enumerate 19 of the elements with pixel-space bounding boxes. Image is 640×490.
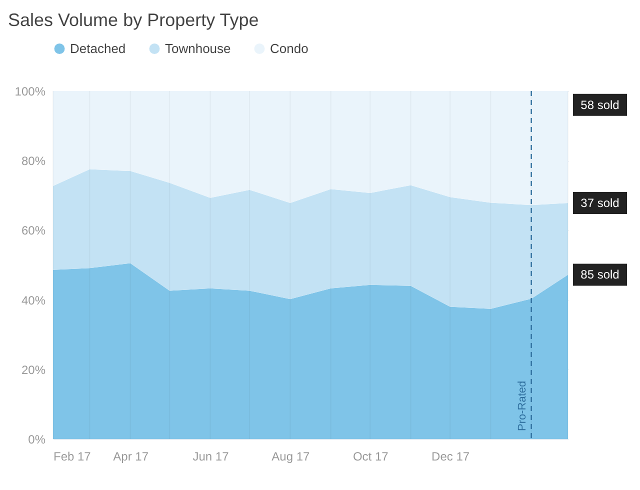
x-tick-label: Dec 17 xyxy=(432,450,470,464)
legend-label: Detached xyxy=(70,40,126,56)
legend-label: Townhouse xyxy=(165,40,231,56)
x-tick-label: Feb 17 xyxy=(54,450,92,464)
x-tick-label: Jun 17 xyxy=(192,450,230,464)
y-tick-label: 100% xyxy=(14,84,46,98)
x-tick-label: Apr 17 xyxy=(113,450,149,464)
x-tick-label: Aug 17 xyxy=(272,450,310,464)
y-tick-label: 80% xyxy=(21,154,46,168)
x-tick-label: Oct 17 xyxy=(352,450,389,464)
annotation: 37 sold xyxy=(580,196,620,210)
y-tick-label: 0% xyxy=(28,432,46,446)
annotation: 58 sold xyxy=(580,98,620,112)
y-tick-label: 40% xyxy=(21,293,46,308)
legend-label: Condo xyxy=(270,40,308,56)
y-tick-label: 60% xyxy=(21,224,46,238)
y-tick-label: 20% xyxy=(21,362,46,377)
chart-title: Sales Volume by Property Type xyxy=(8,10,259,30)
annotation: 85 sold xyxy=(580,268,620,282)
